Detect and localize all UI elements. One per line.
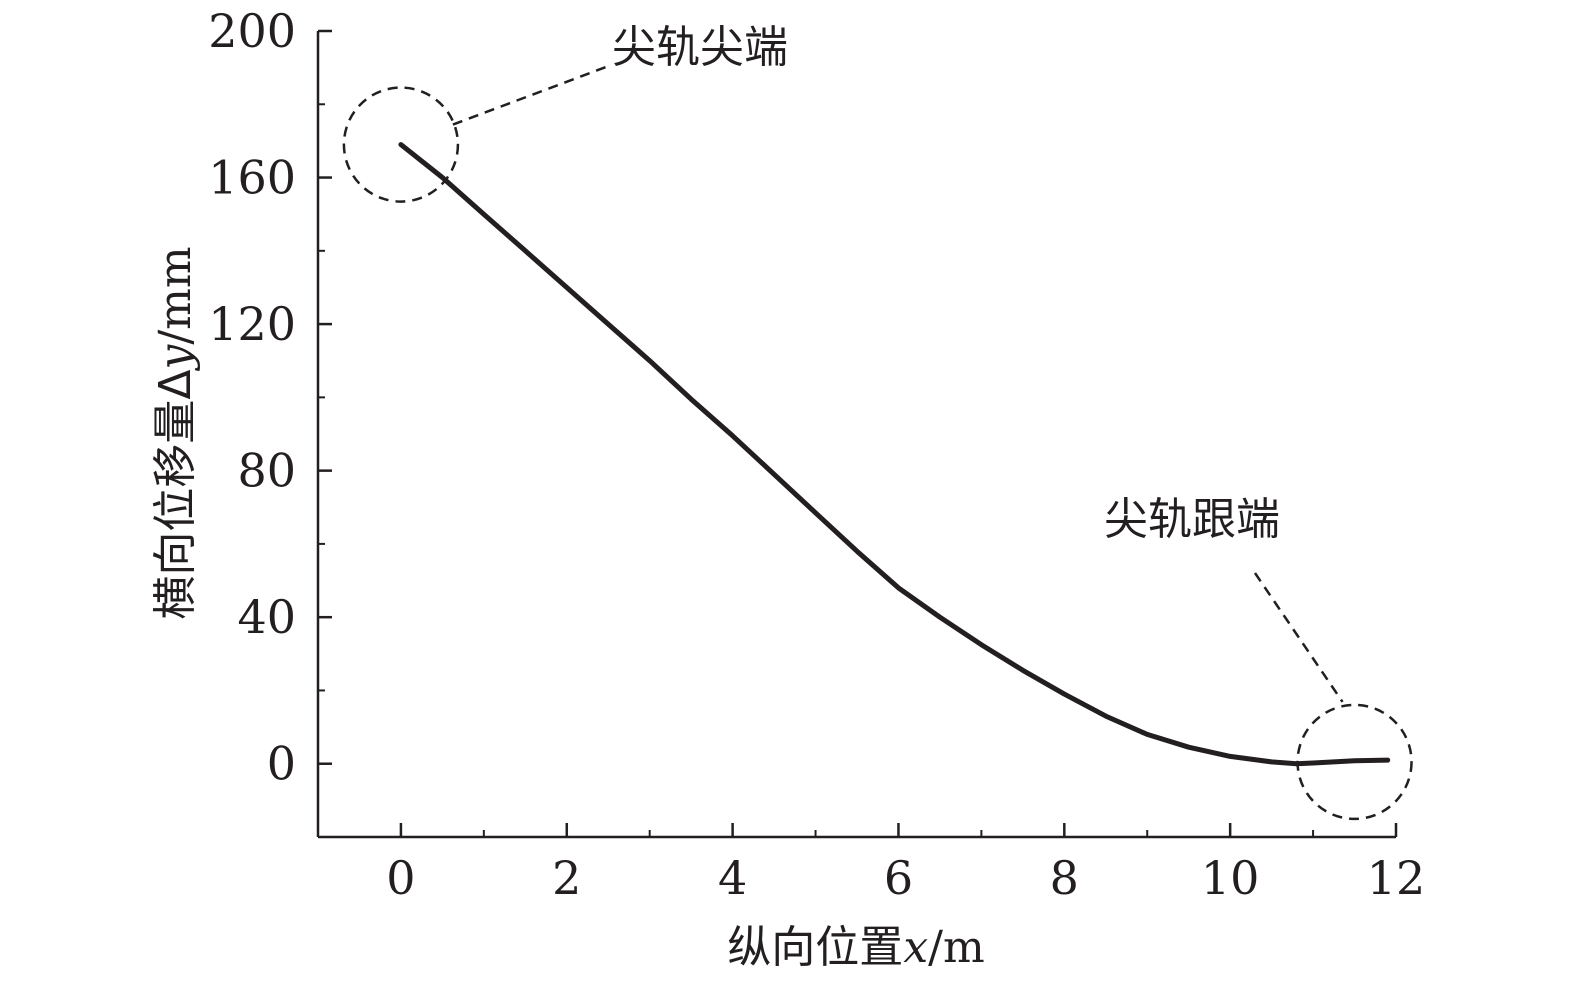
- y-tick-label: 40: [237, 590, 296, 644]
- y-tick-label: 160: [208, 151, 296, 205]
- x-axis-label: 纵向位置x/m: [727, 922, 984, 973]
- x-tick-label: 12: [1367, 851, 1426, 905]
- heel-highlight-circle: [1296, 703, 1413, 821]
- x-axis-label-unit: /m: [928, 922, 985, 973]
- y-tick-label: 200: [208, 4, 296, 58]
- y-axis-label-var: y: [150, 344, 201, 372]
- x-tick-label: 2: [552, 851, 581, 905]
- ticks: [318, 29, 1398, 837]
- x-tick-label: 6: [884, 851, 913, 905]
- series: [398, 142, 1391, 767]
- y-axis-label-unit: /mm: [150, 246, 201, 344]
- tip-annotation-label: 尖轨尖端: [612, 22, 788, 73]
- heel-annotation-label: 尖轨跟端: [1104, 494, 1280, 545]
- y-axis-label-prefix: 横向位移量Δ: [150, 370, 201, 620]
- y-tick-label: 80: [237, 444, 296, 498]
- x-tick-label: 0: [386, 851, 415, 905]
- y-tick-label: 120: [208, 297, 296, 351]
- x-tick-label: 4: [718, 851, 747, 905]
- y-tick-label: 0: [267, 737, 296, 791]
- tick-labels: 0 40 80 120 160 200 0 2 4 6 8 10 12: [208, 4, 1425, 905]
- heel-leader-line: [1253, 572, 1344, 703]
- tip-leader-line: [452, 65, 607, 126]
- y-axis-label: 横向位移量Δy/mm: [150, 246, 201, 619]
- tip-highlight-circle: [342, 86, 460, 203]
- x-axis-label-prefix: 纵向位置: [727, 922, 903, 973]
- series-line-0: [398, 142, 1391, 767]
- x-tick-label: 8: [1050, 851, 1079, 905]
- x-tick-label: 10: [1201, 851, 1260, 905]
- x-axis-label-var: x: [903, 922, 928, 973]
- axes: [316, 31, 1396, 839]
